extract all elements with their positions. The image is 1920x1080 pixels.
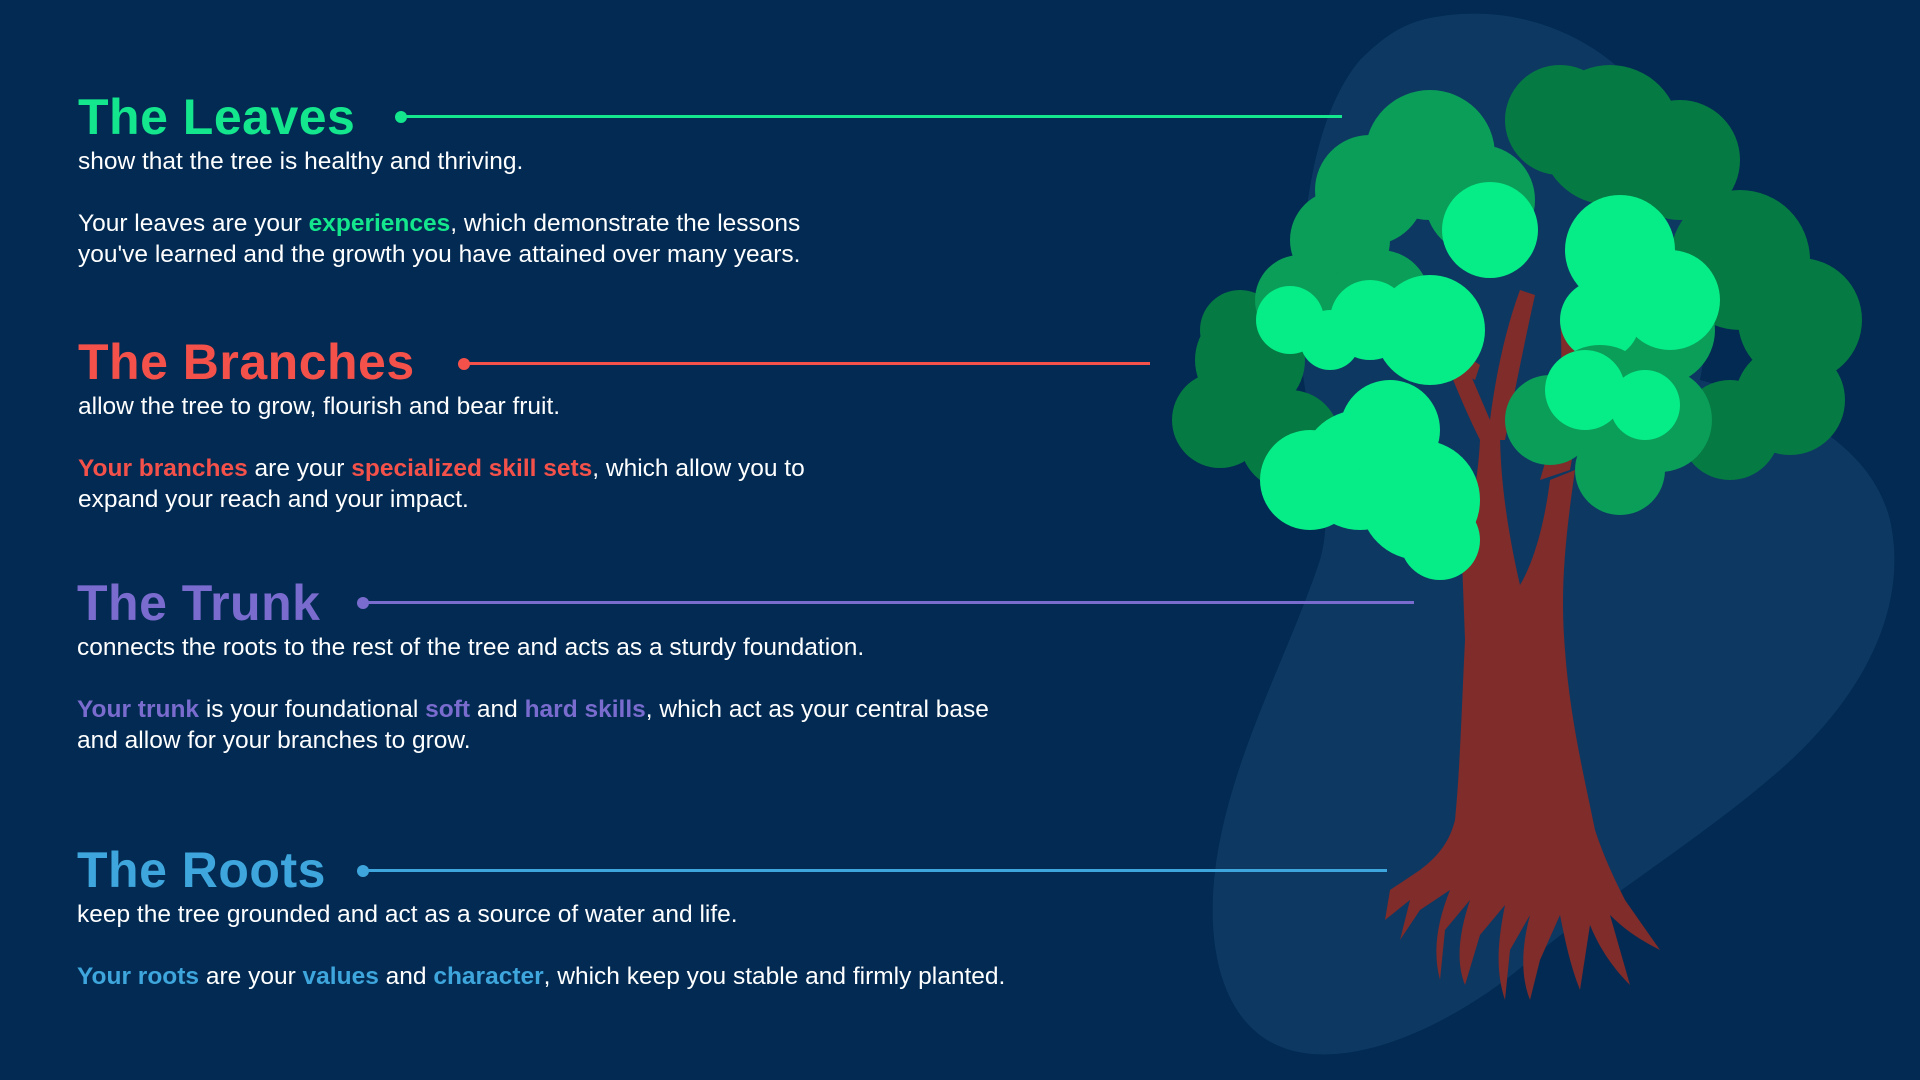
roots-body-text-3: , which keep you stable and firmly plant… — [543, 963, 1006, 990]
trunk-title: The Trunk — [77, 575, 321, 631]
foliage-front — [1256, 182, 1720, 580]
tree-trunk — [1385, 430, 1660, 1000]
section-trunk: The Trunk connects the roots to the rest… — [77, 574, 989, 756]
branches-subtitle: allow the tree to grow, flourish and bea… — [78, 393, 561, 420]
branches-body: Your branches are your specialized skill… — [78, 453, 805, 515]
trunk-highlight-your-trunk: Your trunk — [77, 696, 200, 723]
roots-highlight-your-roots: Your roots — [77, 963, 200, 990]
trunk-body-text-3: , which act as your central base — [645, 696, 989, 723]
trunk-subtitle: connects the roots to the rest of the tr… — [77, 634, 865, 661]
section-branches: The Branches allow the tree to grow, flo… — [78, 333, 805, 515]
leaves-body-text-1: Your leaves are your — [78, 210, 309, 237]
branches-highlight-your-branches: Your branches — [78, 455, 248, 482]
roots-body-text-2: and — [378, 963, 434, 990]
leaves-connector — [395, 110, 1342, 123]
foliage-back — [1172, 65, 1862, 490]
leaves-title: The Leaves — [78, 89, 356, 145]
branches-body-text-2: , which allow you to — [592, 455, 805, 482]
leaves-body: Your leaves are your experiences, which … — [78, 208, 800, 270]
trunk-connector — [357, 596, 1414, 609]
branches-body-text-3: expand your reach and your impact. — [78, 486, 469, 513]
roots-connector — [357, 864, 1387, 877]
trunk-body: Your trunk is your foundational soft and… — [77, 694, 989, 756]
branches-title: The Branches — [78, 334, 415, 390]
trunk-body-text-1: is your foundational — [199, 696, 426, 723]
branches-connector — [458, 357, 1150, 370]
roots-body-text-1: are your — [199, 963, 303, 990]
leaves-body-text-2: , which demonstrate the lessons — [450, 210, 801, 237]
trunk-body-text-2: and — [470, 696, 525, 723]
trunk-highlight-hard-skills: hard skills — [524, 696, 646, 723]
branches-highlight-skill-sets: specialized skill sets — [351, 455, 593, 482]
roots-title: The Roots — [77, 842, 326, 898]
foliage-right-highlight — [1545, 350, 1680, 440]
roots-highlight-values: values — [302, 963, 379, 990]
branches-body-text-1: are your — [247, 455, 352, 482]
section-leaves: The Leaves show that the tree is healthy… — [78, 88, 800, 270]
roots-body: Your roots are your values and character… — [77, 961, 1005, 992]
leaves-body-text-3: you've learned and the growth you have a… — [78, 241, 801, 268]
roots-subtitle: keep the tree grounded and act as a sour… — [77, 901, 738, 928]
leaves-highlight-experiences: experiences — [308, 210, 451, 237]
leaves-subtitle: show that the tree is healthy and thrivi… — [78, 148, 524, 175]
trunk-body-text-4: and allow for your branches to grow. — [77, 727, 471, 754]
section-roots: The Roots keep the tree grounded and act… — [77, 841, 1005, 992]
trunk-highlight-soft: soft — [425, 696, 471, 723]
roots-highlight-character: character — [433, 963, 544, 990]
